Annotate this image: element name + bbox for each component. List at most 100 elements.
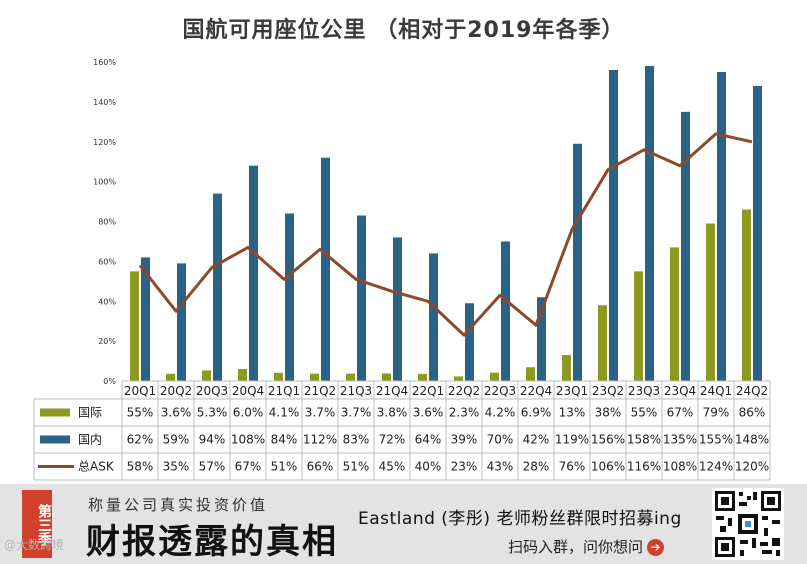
bar-domestic <box>681 111 690 381</box>
table-cell-value: 3.7% <box>341 406 372 420</box>
table-cell-value: 3.6% <box>413 406 444 420</box>
category-label: 23Q4 <box>664 384 696 398</box>
arrow-right-icon[interactable]: ➔ <box>647 539 665 556</box>
table-cell-value: 40% <box>415 460 442 474</box>
bar-international <box>130 271 139 381</box>
bar-international <box>670 247 679 381</box>
bar-domestic <box>321 157 330 381</box>
table-cell-value: 112% <box>303 433 337 447</box>
bar-domestic <box>249 165 258 381</box>
category-label: 20Q2 <box>160 384 192 398</box>
table-cell-value: 45% <box>379 460 406 474</box>
table-cell-value: 4.1% <box>269 406 300 420</box>
category-label: 22Q2 <box>448 384 480 398</box>
bar-international <box>202 370 211 381</box>
y-tick-label: 140% <box>93 98 116 107</box>
table-cell-value: 23% <box>451 460 478 474</box>
bar-domestic <box>501 241 510 381</box>
category-label: 24Q1 <box>700 384 732 398</box>
table-cell-value: 55% <box>631 406 658 420</box>
table-cell-value: 94% <box>199 433 226 447</box>
table-cell-value: 108% <box>231 433 265 447</box>
category-label: 21Q4 <box>376 384 408 398</box>
bar-domestic <box>537 297 546 381</box>
category-label: 23Q1 <box>556 384 588 398</box>
table-cell-value: 55% <box>127 406 154 420</box>
category-label: 22Q1 <box>412 384 444 398</box>
table-cell-value: 116% <box>627 460 661 474</box>
table-cell-value: 59% <box>163 433 190 447</box>
y-tick-label: 40% <box>98 297 116 306</box>
scan-to-join[interactable]: 扫码入群，问你想问 ➔ <box>508 536 665 557</box>
legend-label: 国内 <box>78 433 102 447</box>
y-tick-label: 120% <box>93 138 116 147</box>
bar-domestic <box>213 193 222 381</box>
bar-international <box>598 305 607 381</box>
category-label: 21Q1 <box>268 384 300 398</box>
chart-card: 国航可用座位公里 （相对于2019年各季） 0% 20% 40% 60% 80% 100%… <box>33 18 771 481</box>
table-cell-value: 42% <box>523 433 550 447</box>
category-label: 23Q2 <box>592 384 624 398</box>
y-tick-label: 100% <box>93 178 116 187</box>
table-cell-value: 70% <box>487 433 514 447</box>
table-cell-value: 148% <box>735 433 769 447</box>
bar-international <box>382 373 391 381</box>
table-cell-value: 86% <box>739 406 766 420</box>
bar-international <box>562 355 571 381</box>
bar-domestic <box>465 303 474 381</box>
table-cell-value: 38% <box>595 406 622 420</box>
table-cell-value: 76% <box>559 460 586 474</box>
category-label: 21Q3 <box>340 384 372 398</box>
table-cell-value: 155% <box>699 433 733 447</box>
table-cell-value: 3.6% <box>161 406 192 420</box>
legend-key-international <box>40 408 70 417</box>
legend-key-domestic <box>40 435 70 444</box>
bar-domestic <box>753 85 762 382</box>
bar-domestic <box>393 237 402 381</box>
table-cell-value: 13% <box>559 406 586 420</box>
y-tick-label: 160% <box>93 58 116 67</box>
bar-international <box>634 271 643 381</box>
category-label: 22Q4 <box>520 384 552 398</box>
bar-domestic <box>573 143 582 381</box>
watermark-text: @大数跨境 <box>4 538 65 552</box>
footer-headline: 财报透露的真相 <box>86 522 338 562</box>
category-label: 23Q3 <box>628 384 660 398</box>
table-cell-value: 83% <box>343 433 370 447</box>
bar-international <box>526 367 535 381</box>
table-cell-value: 51% <box>343 460 370 474</box>
y-tick-label: 80% <box>98 218 116 227</box>
table-cell-value: 156% <box>591 433 625 447</box>
table-cell-value: 57% <box>199 460 226 474</box>
table-cell-value: 158% <box>627 433 661 447</box>
season-badge: 第三季 <box>22 490 52 558</box>
bar-domestic <box>609 69 618 381</box>
y-tick-label: 0% <box>103 377 116 386</box>
category-label: 21Q2 <box>304 384 336 398</box>
bar-domestic <box>717 71 726 381</box>
bar-international <box>454 376 463 381</box>
bar-international <box>418 373 427 381</box>
y-tick-label: 20% <box>98 337 116 346</box>
bar-domestic <box>285 213 294 381</box>
table-cell-value: 6.0% <box>233 406 264 420</box>
qr-code-icon[interactable] <box>712 488 784 560</box>
table-cell-value: 72% <box>379 433 406 447</box>
table-cell-value: 3.8% <box>377 406 408 420</box>
table-cell-value: 62% <box>127 433 154 447</box>
table-cell-value: 84% <box>271 433 298 447</box>
table-cell-value: 2.3% <box>449 406 480 420</box>
table-cell-value: 124% <box>699 460 733 474</box>
table-cell-value: 106% <box>591 460 625 474</box>
table-cell-value: 3.7% <box>305 406 336 420</box>
table-cell-value: 51% <box>271 460 298 474</box>
bar-domestic <box>177 263 186 381</box>
table-cell-value: 67% <box>667 406 694 420</box>
bar-domestic <box>645 65 654 382</box>
line-total-ask <box>138 132 753 337</box>
category-label: 20Q4 <box>232 384 264 398</box>
table-cell-value: 79% <box>703 406 730 420</box>
bar-domestic <box>357 215 366 381</box>
table-cell-value: 6.9% <box>521 406 552 420</box>
bar-international <box>310 373 319 381</box>
